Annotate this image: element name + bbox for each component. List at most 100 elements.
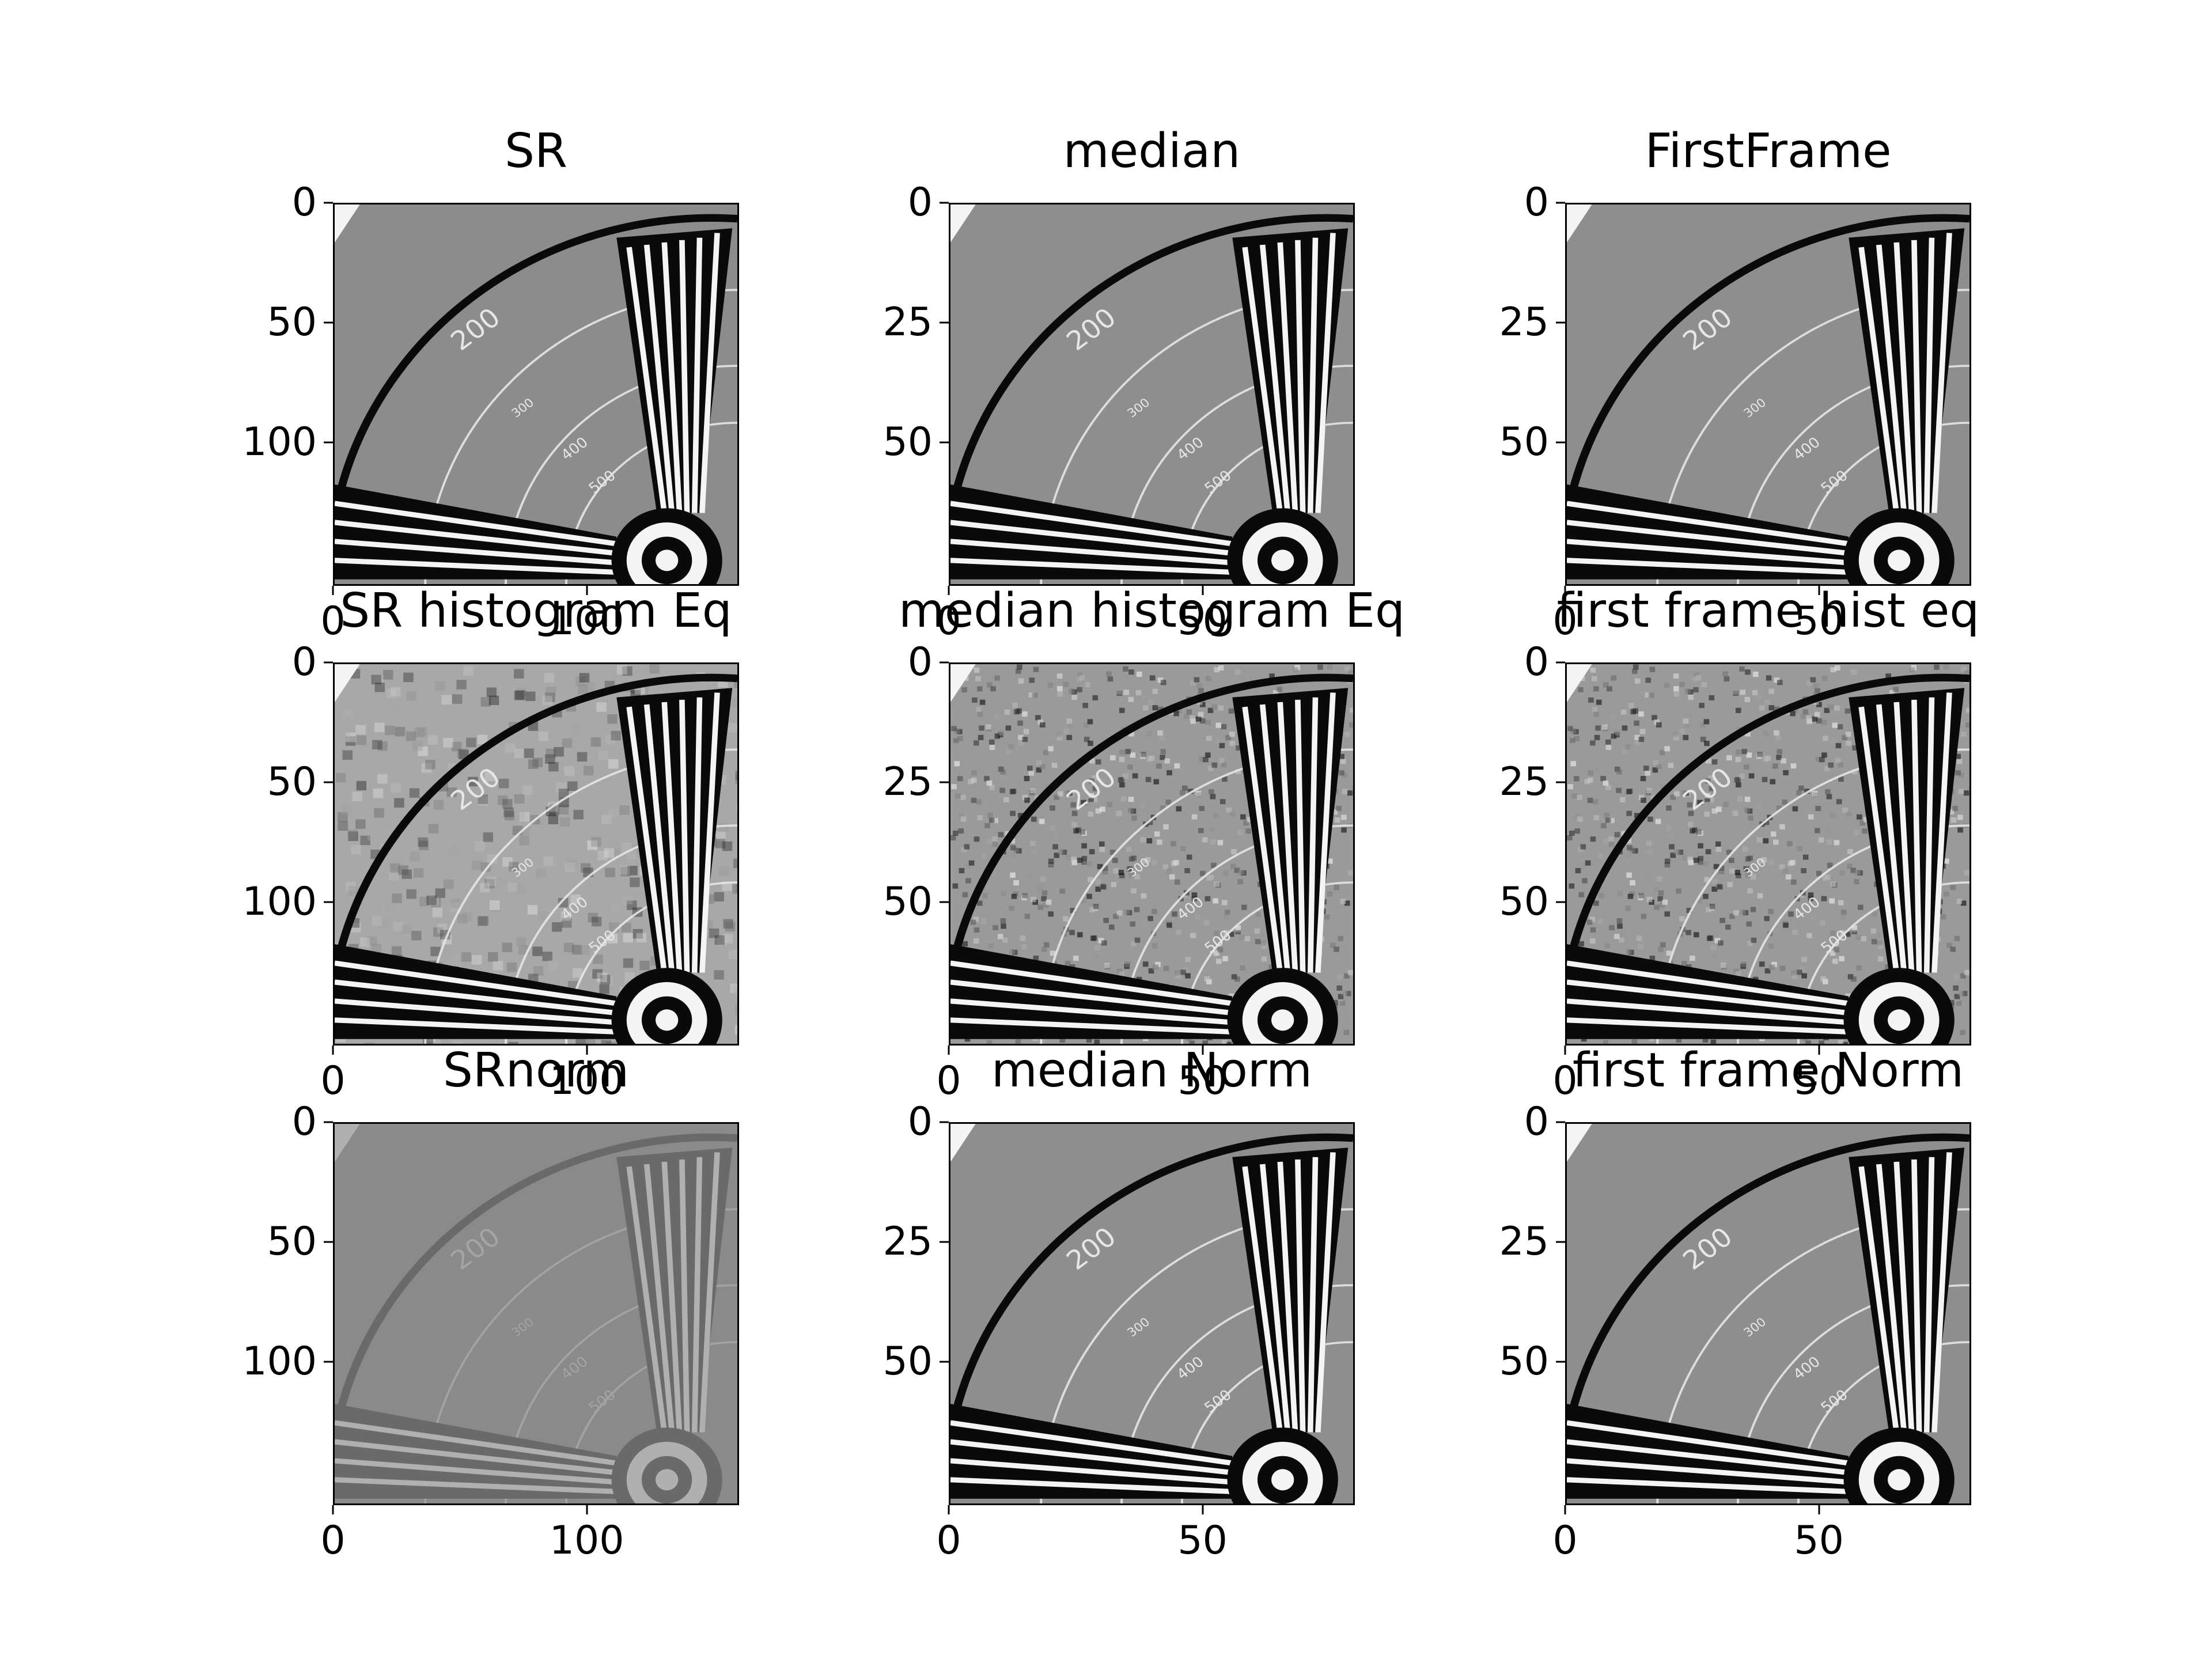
y-tick-mark	[940, 1241, 949, 1243]
y-tick-mark	[1556, 781, 1565, 783]
y-tick-label: 0	[1524, 1103, 1549, 1142]
x-tick-label: 50	[1794, 1521, 1844, 1560]
y-tick-label: 50	[1499, 1342, 1549, 1381]
y-tick-label: 0	[908, 183, 933, 222]
subplot-title: median	[1063, 128, 1240, 175]
y-tick-label: 0	[908, 643, 933, 682]
subplot-title: SRnorm	[443, 1047, 629, 1094]
y-tick-label: 0	[292, 183, 317, 222]
y-tick-label: 50	[267, 763, 317, 802]
subplot-9: 200 300 400 500 first frame Norm 0 25 50 0 50	[1565, 1122, 1971, 1505]
y-tick-label: 50	[1499, 423, 1549, 462]
image-content: 200300400500	[1567, 204, 1969, 584]
image-axes: 200 300 400 500	[333, 203, 739, 586]
y-tick-label: 25	[882, 303, 933, 342]
x-tick-mark	[332, 1505, 334, 1514]
y-tick-label: 0	[1524, 643, 1549, 682]
y-tick-mark	[324, 321, 333, 323]
y-tick-label: 100	[242, 882, 317, 922]
y-tick-mark	[324, 1361, 333, 1362]
subplot-8: 200 300 400 500 median Norm 0 25 50 0 50	[949, 1122, 1355, 1505]
y-tick-mark	[940, 1361, 949, 1362]
x-tick-label: 0	[320, 1062, 345, 1101]
subplot-5: 200 300 400 500 median histogram Eq 0 25 50 0 50	[949, 662, 1355, 1046]
subplot-title: first frame hist eq	[1557, 588, 1980, 635]
x-tick-label: 0	[936, 1062, 961, 1101]
x-tick-mark	[586, 1505, 588, 1514]
subplot-title: median Norm	[991, 1047, 1312, 1094]
subplot-7: 200 300 400 500 SRnorm 0 50 100 0 100	[333, 1122, 739, 1505]
image-axes: 200 300 400 500	[1565, 662, 1971, 1046]
y-tick-mark	[940, 901, 949, 903]
subplot-title: SR	[505, 128, 567, 175]
x-tick-mark	[948, 1046, 950, 1055]
y-tick-label: 25	[1499, 763, 1549, 802]
image-axes: 200 300 400 500	[333, 662, 739, 1046]
subplot-2: 200 300 400 500 median 0 25 50 0 50	[949, 203, 1355, 586]
y-tick-label: 25	[1499, 303, 1549, 342]
y-tick-label: 50	[1499, 882, 1549, 922]
y-tick-mark	[1556, 1361, 1565, 1362]
subplot-title: first frame Norm	[1573, 1047, 1964, 1094]
subplot-4: 200 300 400 500 SR histogram Eq 0 50 100 0 100	[333, 662, 739, 1046]
y-tick-mark	[1556, 901, 1565, 903]
x-tick-label: 0	[320, 1521, 345, 1560]
y-tick-label: 50	[267, 1222, 317, 1262]
y-tick-label: 50	[882, 1342, 933, 1381]
x-tick-mark	[1202, 1505, 1203, 1514]
y-tick-mark	[324, 441, 333, 443]
subplot-title: median histogram Eq	[899, 588, 1405, 635]
subplot-1: 200 300 400 500 SR 0 50 100 0 100	[333, 203, 739, 586]
x-tick-mark	[1565, 1505, 1566, 1514]
image-axes: 200 300 400 500	[949, 203, 1355, 586]
image-axes: 200 300 400 500	[949, 662, 1355, 1046]
y-tick-mark	[940, 202, 949, 204]
y-tick-label: 0	[908, 1103, 933, 1142]
y-tick-label: 50	[882, 423, 933, 462]
y-tick-label: 50	[267, 303, 317, 342]
y-tick-mark	[324, 1122, 333, 1123]
y-tick-mark	[324, 662, 333, 664]
y-tick-mark	[1556, 1241, 1565, 1243]
x-tick-mark	[332, 586, 334, 595]
y-tick-label: 25	[882, 1222, 933, 1262]
y-tick-mark	[1556, 441, 1565, 443]
y-tick-mark	[324, 901, 333, 903]
y-tick-mark	[1556, 202, 1565, 204]
x-tick-mark	[948, 1505, 950, 1514]
x-tick-label: 0	[936, 1521, 961, 1560]
y-tick-mark	[324, 781, 333, 783]
subplot-title: SR histogram Eq	[340, 588, 732, 635]
image-axes: 200 300 400 500	[333, 1122, 739, 1505]
y-tick-mark	[1556, 321, 1565, 323]
y-tick-mark	[1556, 1122, 1565, 1123]
y-tick-label: 25	[1499, 1222, 1549, 1262]
y-tick-label: 100	[242, 1342, 317, 1381]
y-tick-label: 50	[882, 882, 933, 922]
image-axes: 200 300 400 500	[949, 1122, 1355, 1505]
subplot-title: FirstFrame	[1645, 128, 1891, 175]
subplot-6: 200 300 400 500 first frame hist eq 0 25 50 0 50	[1565, 662, 1971, 1046]
image-content: 200300400500	[1567, 664, 1969, 1044]
y-tick-mark	[940, 1122, 949, 1123]
y-tick-label: 0	[1524, 183, 1549, 222]
x-tick-mark	[1818, 1505, 1820, 1514]
y-tick-label: 100	[242, 423, 317, 462]
subplot-3: 200 300 400 500 FirstFrame 0 25 50 0 50	[1565, 203, 1971, 586]
x-tick-label: 50	[1177, 1521, 1228, 1560]
y-tick-mark	[940, 321, 949, 323]
y-tick-mark	[940, 662, 949, 664]
image-axes: 200 300 400 500	[1565, 1122, 1971, 1505]
x-tick-label: 0	[1552, 1521, 1577, 1560]
y-tick-label: 0	[292, 1103, 317, 1142]
x-tick-mark	[1565, 1046, 1566, 1055]
y-tick-mark	[1556, 662, 1565, 664]
y-tick-mark	[940, 441, 949, 443]
